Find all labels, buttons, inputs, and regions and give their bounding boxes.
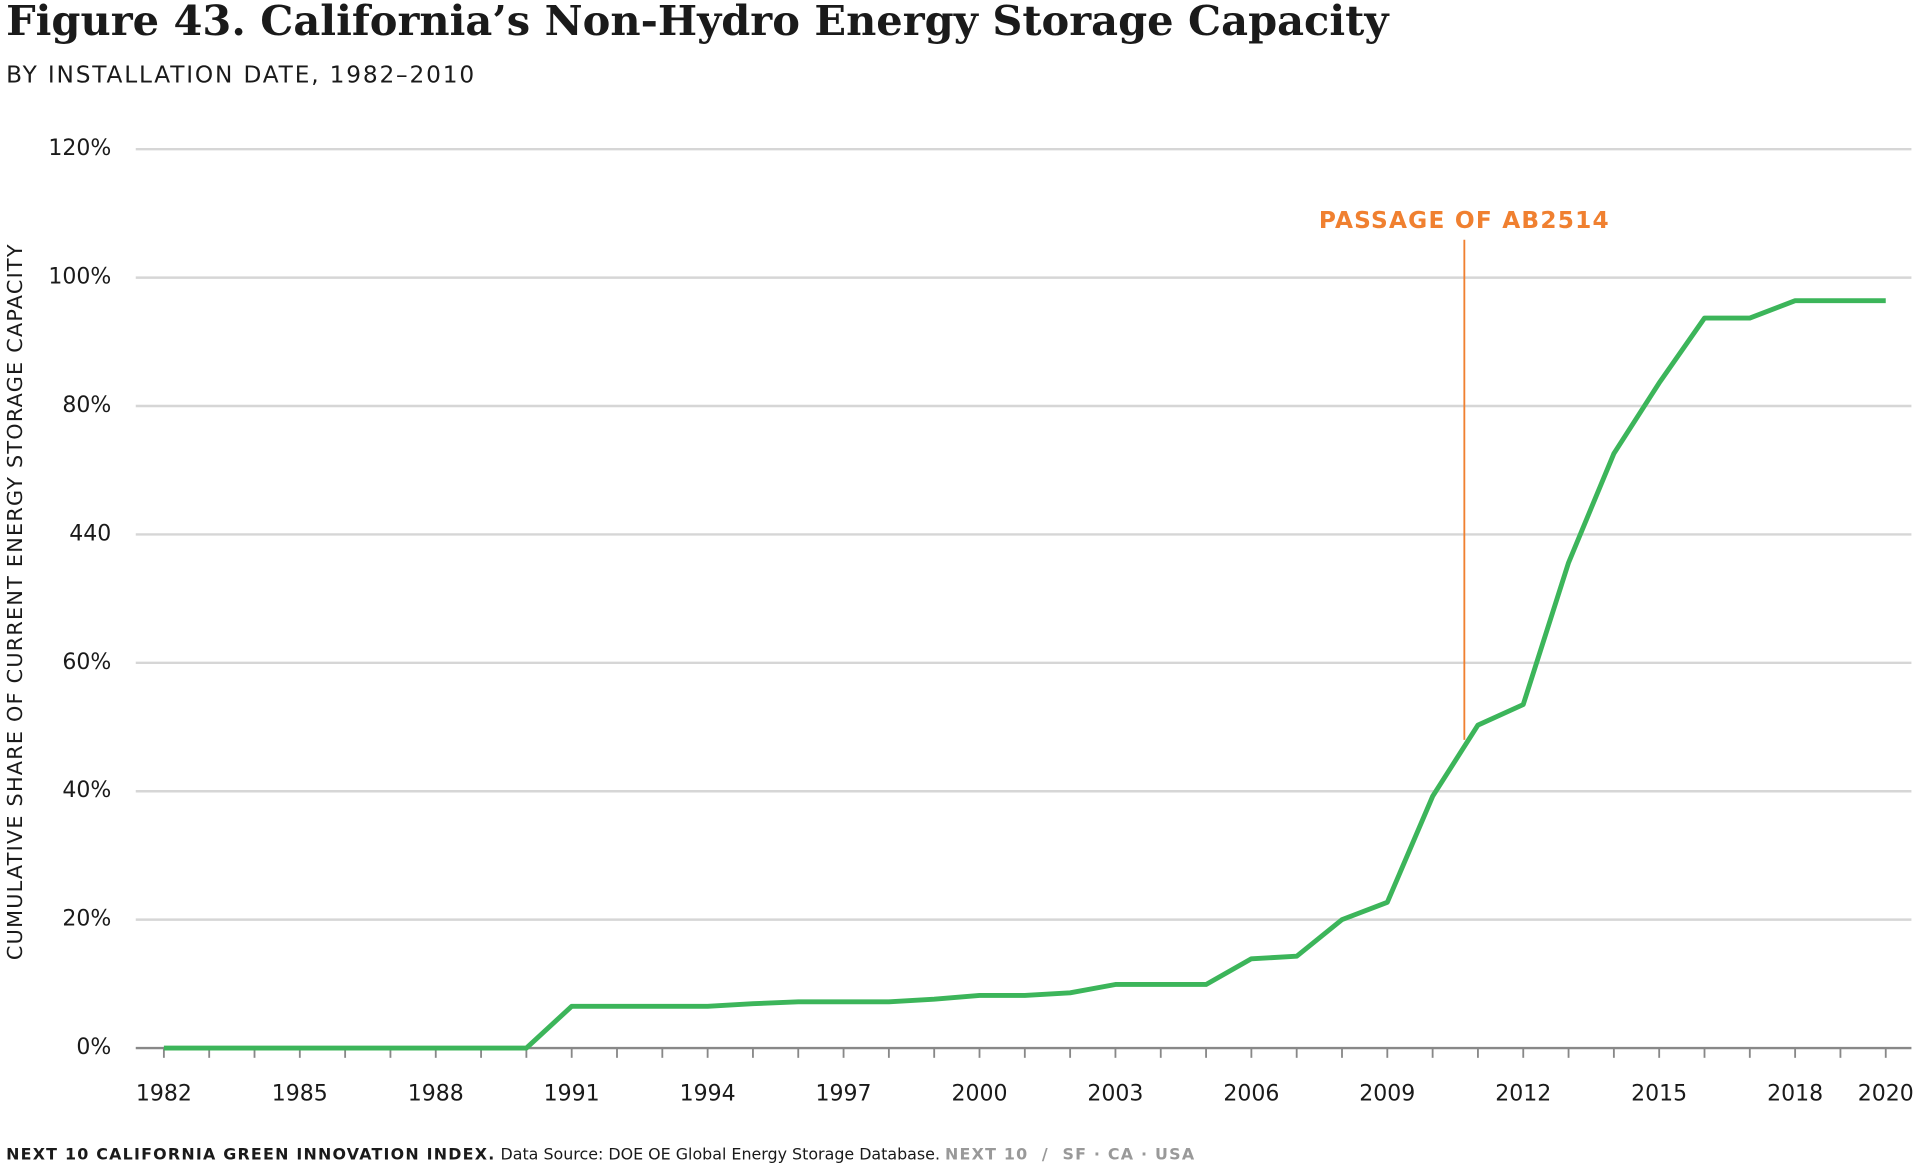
- x-tick-label: 2018: [1767, 1082, 1823, 1107]
- data-line: [163, 298, 1886, 1051]
- y-axis-label: CUMULATIVE SHARE OF CURRENT ENERGY STORA…: [3, 243, 27, 960]
- y-tick-label: 40%: [62, 778, 111, 803]
- chart-subtitle: BY INSTALLATION DATE, 1982–2010: [6, 61, 476, 88]
- chart-title: Figure 43. California’s Non-Hydro Energy…: [6, 0, 1390, 45]
- y-tick-label: 120%: [48, 136, 111, 161]
- x-tick-label: 2012: [1495, 1082, 1551, 1107]
- y-tick-label: 60%: [62, 650, 111, 675]
- x-tick-label: 1994: [680, 1082, 736, 1107]
- footer-brand: NEXT 10 CALIFORNIA GREEN INNOVATION INDE…: [6, 1144, 495, 1163]
- x-tick-label: 2009: [1359, 1082, 1415, 1107]
- x-tick-label: 1982: [136, 1082, 192, 1107]
- x-tick-label: 1985: [272, 1082, 328, 1107]
- x-tick-label: 1997: [816, 1082, 872, 1107]
- footer-source: Data Source: DOE OE Global Energy Storag…: [501, 1144, 940, 1163]
- y-tick-label: 440: [69, 521, 111, 546]
- x-tick-label: 2006: [1223, 1082, 1279, 1107]
- y-tick-label: 20%: [62, 907, 111, 932]
- x-tick-label: 2003: [1087, 1082, 1143, 1107]
- annotation-label: PASSAGE OF AB2514: [1319, 207, 1610, 234]
- x-tick-label: 1991: [544, 1082, 600, 1107]
- x-tick-label: 2000: [952, 1082, 1008, 1107]
- x-tick-label: 2015: [1631, 1082, 1687, 1107]
- x-tick-label: 2020: [1858, 1082, 1914, 1107]
- y-tick-label: 80%: [62, 393, 111, 418]
- x-tick-label: 1988: [408, 1082, 464, 1107]
- y-tick-label: 0%: [76, 1035, 111, 1060]
- footer-org: NEXT 10 / SF · CA · USA: [945, 1144, 1195, 1163]
- y-tick-label: 100%: [48, 265, 111, 290]
- footer: NEXT 10 CALIFORNIA GREEN INNOVATION INDE…: [6, 1144, 1195, 1163]
